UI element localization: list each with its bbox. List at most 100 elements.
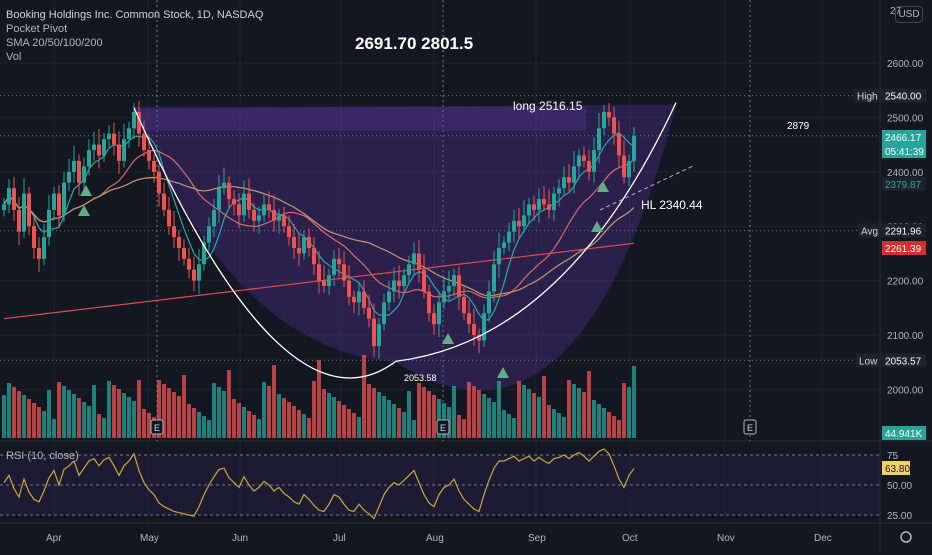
pocket-pivot-marker — [597, 181, 609, 192]
candle-body — [427, 291, 431, 314]
pocket-pivot-marker — [80, 185, 92, 196]
volume-bar — [122, 393, 126, 438]
candle-body — [542, 199, 546, 205]
candle-body — [332, 258, 336, 276]
right-note-text: 2879 — [787, 121, 810, 132]
candle-body — [532, 204, 536, 210]
volume-bar — [362, 355, 366, 438]
candle-body — [352, 296, 356, 303]
candle-body — [377, 324, 381, 346]
volume-bar — [187, 404, 191, 438]
cup-curve[interactable] — [133, 102, 677, 379]
volume-bar — [2, 395, 6, 438]
volume-bar — [397, 408, 401, 438]
time-axis-label: Dec — [814, 533, 832, 544]
volume-bar — [72, 394, 76, 438]
candle-body — [132, 111, 136, 129]
volume-bar — [532, 393, 536, 438]
volume-bar — [242, 407, 246, 438]
candle-body — [172, 226, 176, 238]
settings-gear-icon[interactable] — [900, 531, 912, 543]
candle-body — [267, 204, 271, 210]
top-note-text[interactable]: 2691.70 2801.5 — [355, 34, 474, 53]
candle-body — [382, 302, 386, 325]
high-value-box — [882, 88, 926, 103]
candle-body — [572, 166, 576, 183]
price-tick-label: 2600.00 — [887, 59, 924, 70]
volume-bar — [47, 390, 51, 438]
volume-bar — [337, 401, 341, 438]
candle-body — [552, 193, 556, 210]
earnings-marker-label: E — [747, 423, 753, 433]
candle-body — [177, 237, 181, 248]
volume-bar — [352, 413, 356, 438]
volume-bar — [527, 389, 531, 438]
indicator-volume[interactable]: Vol — [6, 51, 22, 63]
candle-body — [122, 139, 126, 161]
volume-bar — [572, 384, 576, 438]
volume-bar — [607, 412, 611, 438]
volume-bar — [317, 360, 321, 438]
candle-body — [492, 264, 496, 292]
volume-bar — [437, 399, 441, 438]
candle-body — [107, 133, 111, 140]
earnings-marker-icon[interactable] — [436, 419, 450, 435]
volume-bar — [132, 401, 136, 438]
candle-body — [597, 128, 601, 151]
volume-bar — [327, 393, 331, 438]
candle-body — [497, 247, 501, 265]
time-axis-label: Jun — [232, 533, 248, 544]
countdown-tag: 05:41:39 — [885, 147, 924, 158]
volume-bar — [182, 375, 186, 438]
volume-bar — [482, 394, 486, 438]
volume-bar — [517, 381, 521, 438]
currency-button[interactable]: USD — [895, 6, 923, 23]
rsi-tick-label: 75 — [887, 451, 899, 462]
candle-body — [512, 220, 516, 232]
candle-body — [82, 166, 86, 183]
volume-bar — [507, 414, 511, 438]
indicator-pocket-pivot[interactable]: Pocket Pivot — [6, 23, 68, 35]
rsi-line — [3, 448, 635, 520]
candle-body — [217, 188, 221, 210]
high-label-box — [854, 88, 882, 103]
volume-bar — [212, 383, 216, 438]
volume-bar — [7, 383, 11, 438]
volume-bar — [402, 412, 406, 438]
chart-legend: Booking Holdings Inc. Common Stock, 1D, … — [6, 8, 263, 64]
candle-body — [282, 215, 286, 227]
chart-title: Booking Holdings Inc. Common Stock, 1D, … — [6, 9, 264, 21]
rsi-legend[interactable]: RSI (10, close) — [6, 450, 79, 462]
volume-bar — [57, 382, 61, 438]
price-tick-label: 2500.00 — [887, 113, 924, 124]
candle-body — [502, 242, 506, 248]
candle-body — [242, 193, 246, 216]
volume-bar — [577, 388, 581, 438]
hl-note-text: HL 2340.44 — [641, 198, 703, 212]
hl-trendline[interactable] — [599, 165, 694, 211]
candle-body — [272, 209, 276, 221]
volume-bar — [107, 381, 111, 438]
candle-body — [617, 133, 621, 156]
candle-body — [527, 204, 531, 216]
volume-bar — [232, 399, 236, 438]
volume-bar — [567, 380, 571, 438]
volume-tag: 44.941K — [885, 429, 923, 440]
volume-bar — [27, 399, 31, 438]
candle-body — [577, 155, 581, 167]
volume-bar — [137, 380, 141, 438]
candle-body — [362, 291, 366, 308]
earnings-marker-icon[interactable] — [150, 419, 164, 435]
volume-bar — [102, 418, 106, 438]
volume-bar — [257, 419, 261, 438]
volume-bar — [247, 411, 251, 438]
price-tick-label: 2100.00 — [887, 331, 924, 342]
time-axis-label: Nov — [717, 533, 735, 544]
earnings-marker-icon[interactable] — [743, 419, 757, 435]
rsi-tick-label: 50.00 — [887, 481, 912, 492]
cup-top-band — [134, 106, 586, 131]
volume-bar — [282, 398, 286, 438]
indicator-sma[interactable]: SMA 20/50/100/200 — [6, 37, 103, 49]
